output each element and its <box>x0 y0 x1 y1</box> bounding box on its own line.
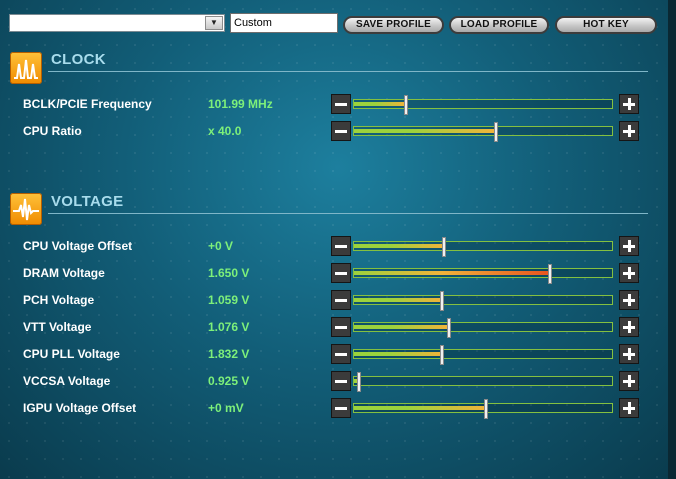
setting-label: VTT Voltage <box>23 320 92 334</box>
slider-fill <box>354 244 444 248</box>
setting-value: 1.832 V <box>208 347 250 361</box>
increase-button[interactable] <box>619 317 639 337</box>
increase-button[interactable] <box>619 290 639 310</box>
decrease-button[interactable] <box>331 263 351 283</box>
slider-fill <box>354 379 359 383</box>
voltage-row: VCCSA Voltage 0.925 V <box>0 371 668 393</box>
setting-value: 0.925 V <box>208 374 250 388</box>
setting-label: CPU Ratio <box>23 124 82 138</box>
decrease-button[interactable] <box>331 121 351 141</box>
voltage-row: VTT Voltage 1.076 V <box>0 317 668 339</box>
setting-slider[interactable] <box>353 318 613 338</box>
setting-value: x 40.0 <box>208 124 242 138</box>
slider-thumb[interactable] <box>442 237 446 257</box>
decrease-button[interactable] <box>331 290 351 310</box>
decrease-button[interactable] <box>331 371 351 391</box>
clock-row: CPU Ratio x 40.0 <box>0 121 668 143</box>
profile-dropdown[interactable]: ▼ <box>9 14 225 32</box>
clock-waveform-icon <box>10 52 42 84</box>
decrease-button[interactable] <box>331 344 351 364</box>
increase-button[interactable] <box>619 398 639 418</box>
slider-fill <box>354 406 486 410</box>
setting-value: +0 mV <box>208 401 244 415</box>
setting-label: CPU Voltage Offset <box>23 239 133 253</box>
slider-fill <box>354 129 496 133</box>
slider-thumb[interactable] <box>447 318 451 338</box>
setting-value: +0 V <box>208 239 234 253</box>
increase-button[interactable] <box>619 121 639 141</box>
slider-thumb[interactable] <box>548 264 552 284</box>
voltage-row: CPU PLL Voltage 1.832 V <box>0 344 668 366</box>
clock-row: BCLK/PCIE Frequency 101.99 MHz <box>0 94 668 116</box>
decrease-button[interactable] <box>331 398 351 418</box>
slider-thumb[interactable] <box>494 122 498 142</box>
setting-slider[interactable] <box>353 399 613 419</box>
voltage-row: PCH Voltage 1.059 V <box>0 290 668 312</box>
slider-thumb[interactable] <box>440 345 444 365</box>
setting-slider[interactable] <box>353 122 613 142</box>
slider-thumb[interactable] <box>357 372 361 392</box>
setting-slider[interactable] <box>353 95 613 115</box>
profile-name-input[interactable] <box>230 13 338 33</box>
setting-label: CPU PLL Voltage <box>23 347 120 361</box>
voltage-section-title: VOLTAGE <box>51 193 124 210</box>
setting-slider[interactable] <box>353 264 613 284</box>
slider-thumb[interactable] <box>440 291 444 311</box>
decrease-button[interactable] <box>331 317 351 337</box>
setting-label: PCH Voltage <box>23 293 95 307</box>
save-profile-button[interactable]: SAVE PROFILE <box>343 16 444 34</box>
setting-label: DRAM Voltage <box>23 266 105 280</box>
toolbar: ▼ SAVE PROFILE LOAD PROFILE HOT KEY <box>0 0 668 42</box>
voltage-section-divider <box>48 213 648 214</box>
voltage-row: IGPU Voltage Offset +0 mV <box>0 398 668 420</box>
setting-value: 1.076 V <box>208 320 250 334</box>
slider-fill <box>354 271 550 275</box>
decrease-button[interactable] <box>331 94 351 114</box>
slider-thumb[interactable] <box>484 399 488 419</box>
setting-label: IGPU Voltage Offset <box>23 401 137 415</box>
voltage-pulse-icon <box>10 193 42 225</box>
setting-label: VCCSA Voltage <box>23 374 111 388</box>
slider-thumb[interactable] <box>404 95 408 115</box>
voltage-row: DRAM Voltage 1.650 V <box>0 263 668 285</box>
decrease-button[interactable] <box>331 236 351 256</box>
increase-button[interactable] <box>619 263 639 283</box>
clock-section-divider <box>48 71 648 72</box>
setting-slider[interactable] <box>353 345 613 365</box>
voltage-row: CPU Voltage Offset +0 V <box>0 236 668 258</box>
setting-label: BCLK/PCIE Frequency <box>23 97 152 111</box>
setting-value: 1.059 V <box>208 293 250 307</box>
setting-slider[interactable] <box>353 372 613 392</box>
chevron-down-icon[interactable]: ▼ <box>205 16 223 30</box>
setting-value: 101.99 MHz <box>208 97 273 111</box>
setting-slider[interactable] <box>353 291 613 311</box>
hot-key-button[interactable]: HOT KEY <box>555 16 657 34</box>
slider-fill <box>354 298 442 302</box>
window-edge <box>668 0 676 479</box>
increase-button[interactable] <box>619 236 639 256</box>
slider-fill <box>354 352 442 356</box>
setting-slider[interactable] <box>353 237 613 257</box>
increase-button[interactable] <box>619 344 639 364</box>
slider-fill <box>354 325 449 329</box>
slider-fill <box>354 102 406 106</box>
setting-value: 1.650 V <box>208 266 250 280</box>
clock-section-title: CLOCK <box>51 51 106 68</box>
increase-button[interactable] <box>619 371 639 391</box>
increase-button[interactable] <box>619 94 639 114</box>
load-profile-button[interactable]: LOAD PROFILE <box>449 16 549 34</box>
